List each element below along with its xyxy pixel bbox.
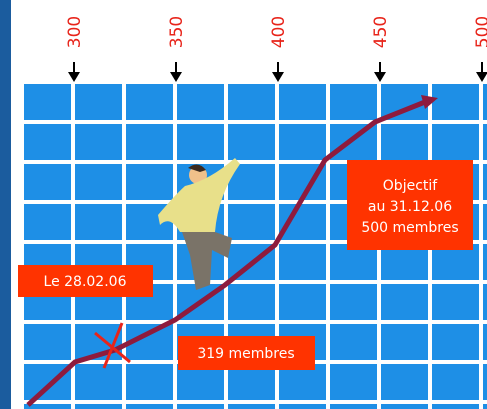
- top-label: 400: [269, 16, 289, 48]
- target-line: Objectif: [383, 178, 438, 194]
- climber: [158, 158, 240, 290]
- current-label: 319 membres: [197, 346, 294, 362]
- arrow-head: [170, 72, 182, 82]
- arrow-head: [68, 72, 80, 82]
- target-line: 500 membres: [361, 220, 458, 236]
- arrow-head: [374, 72, 386, 82]
- start-box: [18, 265, 153, 297]
- side-strip: [0, 0, 11, 409]
- marker-x: [94, 322, 131, 369]
- start-label: Le 28.02.06: [44, 274, 127, 290]
- current-box: [178, 336, 315, 370]
- top-labels: 300 350 400 450 500: [65, 16, 487, 82]
- top-label: 300: [65, 16, 85, 48]
- arrow-head: [476, 72, 487, 82]
- top-label: 450: [371, 16, 391, 48]
- arrow-head: [272, 72, 284, 82]
- trend-arrowhead: [421, 95, 438, 109]
- trend-line: [26, 99, 426, 407]
- target-box: [347, 160, 473, 250]
- top-label: 500: [473, 16, 487, 48]
- top-label: 350: [167, 16, 187, 48]
- target-line: au 31.12.06: [368, 199, 452, 215]
